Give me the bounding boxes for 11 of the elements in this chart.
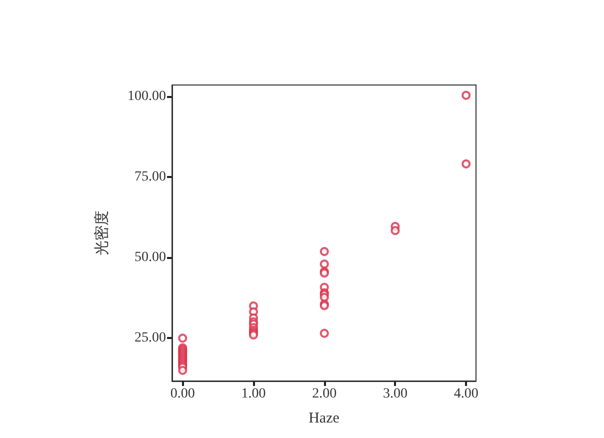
y-tick-label: 75.00: [134, 170, 166, 185]
y-tick-label: 50.00: [134, 250, 166, 266]
x-tick-label: 4.00: [454, 386, 478, 402]
y-tick-label: 100.00: [128, 89, 166, 104]
x-axis-title: Haze: [308, 410, 340, 426]
x-tick-label: 3.00: [382, 386, 408, 402]
y-tick-label: 25.00: [134, 330, 166, 346]
y-axis-title: 光密度: [94, 210, 110, 256]
x-tick-label: 2.00: [312, 386, 337, 402]
x-tick-label: 1.00: [241, 386, 266, 402]
x-tick-label: 0.00: [170, 386, 195, 402]
